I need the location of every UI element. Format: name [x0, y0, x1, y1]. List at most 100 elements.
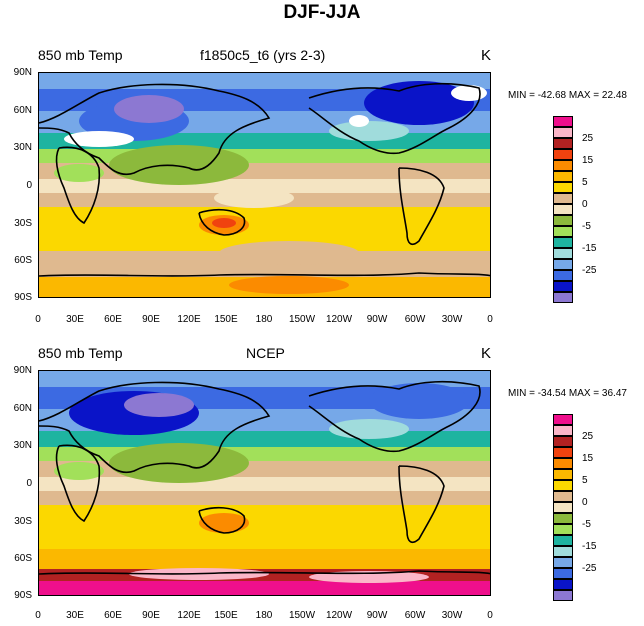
- colorbar-box: [553, 237, 573, 248]
- panel-left-label: 850 mb Temp: [38, 345, 123, 361]
- colorbar-box: [553, 248, 573, 259]
- lon-tick: 30E: [66, 610, 84, 621]
- colorbar-label: -15: [582, 541, 597, 552]
- panel-left-label: 850 mb Temp: [38, 47, 123, 63]
- lon-tick: 60W: [404, 314, 426, 325]
- colorbar-label: -25: [582, 563, 597, 574]
- lon-tick: 120E: [177, 610, 201, 621]
- colorbar-label: 5: [582, 177, 588, 188]
- colorbar-box: [553, 425, 573, 436]
- colorbar-box: [553, 513, 573, 524]
- colorbar-box: [553, 557, 573, 568]
- lat-tick: 30S: [14, 218, 32, 229]
- colorbar-label: 25: [582, 133, 594, 144]
- colorbar-box: [553, 292, 573, 303]
- lon-tick: 120E: [177, 314, 201, 325]
- colorbar-box: [553, 270, 573, 281]
- lat-tick: 90N: [13, 67, 32, 78]
- colorbar-box: [553, 502, 573, 513]
- colorbar-box: [553, 193, 573, 204]
- colorbar-label: 0: [582, 199, 588, 210]
- map-svg: [39, 73, 490, 297]
- colorbar-box: [553, 226, 573, 237]
- colorbar-box: [553, 215, 573, 226]
- colorbar-box: [553, 171, 573, 182]
- lon-tick: 180: [255, 314, 273, 325]
- colorbar-box: [553, 436, 573, 447]
- colorbar-box: [553, 414, 573, 425]
- colorbar-box: [553, 204, 573, 215]
- colorbar-box: [553, 469, 573, 480]
- min-max-label: MIN = -42.68 MAX = 22.48: [508, 90, 627, 101]
- colorbar-label: 0: [582, 497, 588, 508]
- colorbar-box: [553, 116, 573, 127]
- colorbar-box: [553, 579, 573, 590]
- colorbar-box: [553, 491, 573, 502]
- lat-tick: 60S: [14, 553, 32, 564]
- lon-tick: 60E: [104, 314, 122, 325]
- lon-tick: 0: [487, 314, 493, 325]
- panel-unit: K: [481, 345, 492, 362]
- colorbar-label: -5: [582, 221, 591, 232]
- lat-tick: 90N: [13, 365, 32, 376]
- colorbar-box: [553, 138, 573, 149]
- lon-tick: 120W: [325, 610, 353, 621]
- colorbar-box: [553, 458, 573, 469]
- figure-title: DJF-JJA: [283, 2, 361, 23]
- temperature-map: [38, 72, 491, 298]
- lon-tick: 150W: [288, 610, 316, 621]
- colorbar-box: [553, 160, 573, 171]
- min-max-label: MIN = -34.54 MAX = 36.47: [508, 388, 627, 399]
- lat-tick: 60N: [13, 105, 32, 116]
- colorbar-label: -15: [582, 243, 597, 254]
- lon-tick: 60E: [104, 610, 122, 621]
- lon-tick: 60W: [404, 610, 426, 621]
- lon-tick: 120W: [325, 314, 353, 325]
- lat-tick: 90S: [14, 590, 32, 601]
- colorbar-box: [553, 524, 573, 535]
- lat-tick: 0: [26, 478, 32, 489]
- lon-tick: 0: [487, 610, 493, 621]
- lon-tick: 150E: [214, 610, 238, 621]
- lon-tick: 30E: [66, 314, 84, 325]
- lat-tick: 30N: [13, 440, 32, 451]
- panel-model: 850 mb Temp f1850c5_t6 (yrs 2-3) K: [0, 0, 644, 325]
- colorbar-box: [553, 259, 573, 270]
- colorbar-box: [553, 182, 573, 193]
- lon-tick: 90W: [366, 314, 388, 325]
- lat-tick: 30N: [13, 142, 32, 153]
- colorbar-box: [553, 480, 573, 491]
- colorbar-box: [553, 546, 573, 557]
- colorbar-box: [553, 281, 573, 292]
- lon-tick: 90W: [366, 610, 388, 621]
- colorbar-label: 15: [582, 453, 594, 464]
- colorbar-label: 15: [582, 155, 594, 166]
- lat-tick: 60S: [14, 255, 32, 266]
- panel-center-label: f1850c5_t6 (yrs 2-3): [200, 47, 326, 63]
- lon-tick: 150W: [288, 314, 316, 325]
- lon-tick: 0: [35, 314, 41, 325]
- panel-ncep: 850 mb Temp NCEP K: [0, 298, 644, 621]
- lon-tick: 90E: [142, 610, 160, 621]
- panel-center-label: NCEP: [246, 345, 285, 361]
- temperature-map: [38, 370, 491, 596]
- lon-tick: 30W: [441, 610, 463, 621]
- lon-tick: 30W: [441, 314, 463, 325]
- lon-tick: 0: [35, 610, 41, 621]
- colorbar-box: [553, 127, 573, 138]
- colorbar-label: -5: [582, 519, 591, 530]
- colorbar-label: 5: [582, 475, 588, 486]
- lat-tick: 60N: [13, 403, 32, 414]
- colorbar-box: [553, 149, 573, 160]
- lat-tick: 30S: [14, 516, 32, 527]
- colorbar-box: [553, 590, 573, 601]
- colorbar-box: [553, 447, 573, 458]
- colorbar-label: 25: [582, 431, 594, 442]
- lat-tick: 90S: [14, 292, 32, 303]
- panel-unit: K: [481, 47, 492, 64]
- lon-tick: 90E: [142, 314, 160, 325]
- lon-tick: 150E: [214, 314, 238, 325]
- lat-tick: 0: [26, 180, 32, 191]
- colorbar-label: -25: [582, 265, 597, 276]
- map-svg: [39, 371, 490, 595]
